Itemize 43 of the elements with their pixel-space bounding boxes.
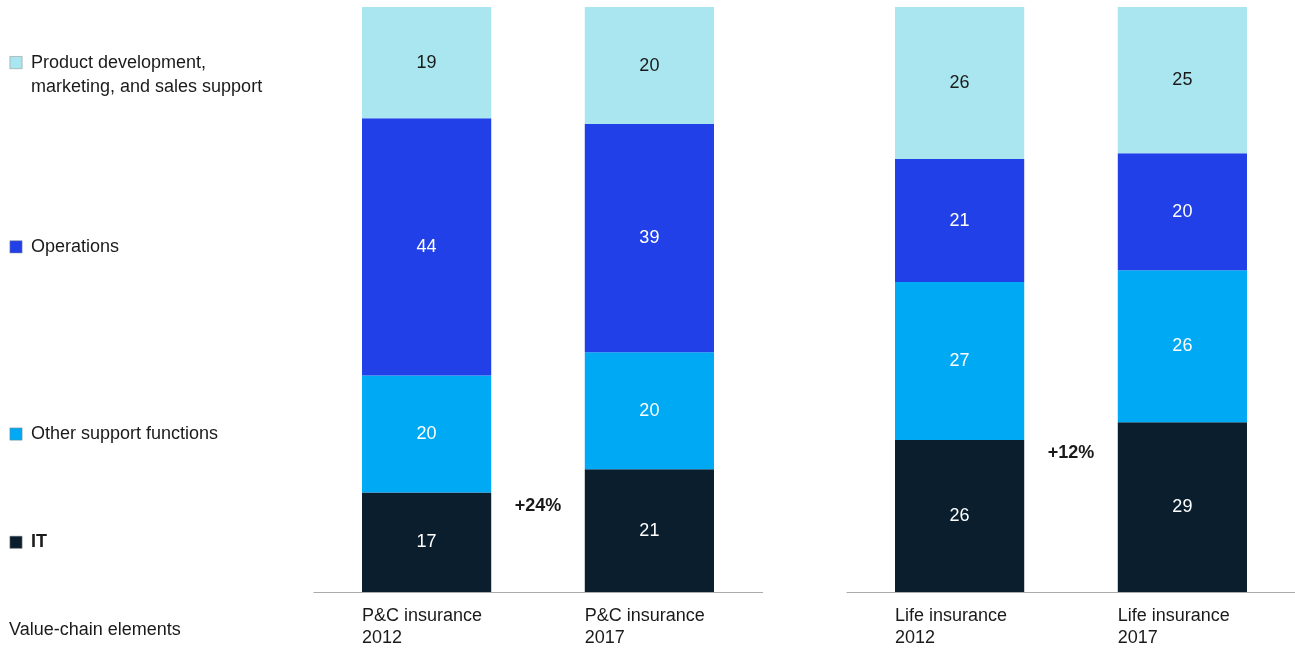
bar (362, 7, 492, 119)
x-tick-label: P&C insurance 2017 (584, 604, 705, 647)
bar (1117, 153, 1247, 271)
bar (895, 281, 1025, 440)
data-label: 20 (416, 423, 437, 444)
legend-label: Operations (31, 235, 120, 256)
legend-title: Value-chain elements (9, 619, 181, 639)
legend-label: Product development, marketing, and sales support (31, 51, 263, 96)
bar (362, 492, 492, 592)
data-label: 19 (416, 51, 437, 72)
data-label: 44 (416, 235, 437, 256)
data-label: 39 (639, 227, 660, 248)
bar (584, 469, 714, 592)
data-label: 20 (639, 399, 660, 420)
bar (362, 118, 492, 376)
data-label: 21 (949, 209, 970, 230)
data-label: 26 (1172, 335, 1193, 356)
bar (1117, 7, 1247, 154)
annotation: +24% (514, 494, 562, 515)
data-label: 29 (1172, 496, 1193, 517)
x-tick-label: P&C insurance 2012 (362, 604, 483, 647)
data-label: 21 (639, 519, 660, 540)
bar (895, 7, 1025, 160)
data-label: 27 (949, 349, 970, 370)
x-tick-label: Life insurance 2017 (1117, 604, 1230, 647)
x-tick-label: Life insurance 2012 (895, 604, 1008, 647)
bar (1117, 422, 1247, 592)
data-label: 26 (949, 504, 970, 525)
legend-label: Other support functions (31, 423, 219, 444)
annotation: +12% (1047, 441, 1095, 462)
bar (584, 352, 714, 470)
bar (584, 7, 714, 124)
data-label: 20 (1172, 200, 1193, 221)
legend-label: IT (31, 531, 47, 552)
data-label: 20 (639, 54, 660, 75)
bar (895, 159, 1025, 282)
data-label: 17 (416, 531, 437, 552)
bar (1117, 270, 1247, 423)
data-label: 26 (949, 72, 970, 93)
bar (895, 439, 1025, 592)
bar (584, 124, 714, 353)
data-label: 25 (1172, 69, 1193, 90)
bar (362, 375, 492, 493)
